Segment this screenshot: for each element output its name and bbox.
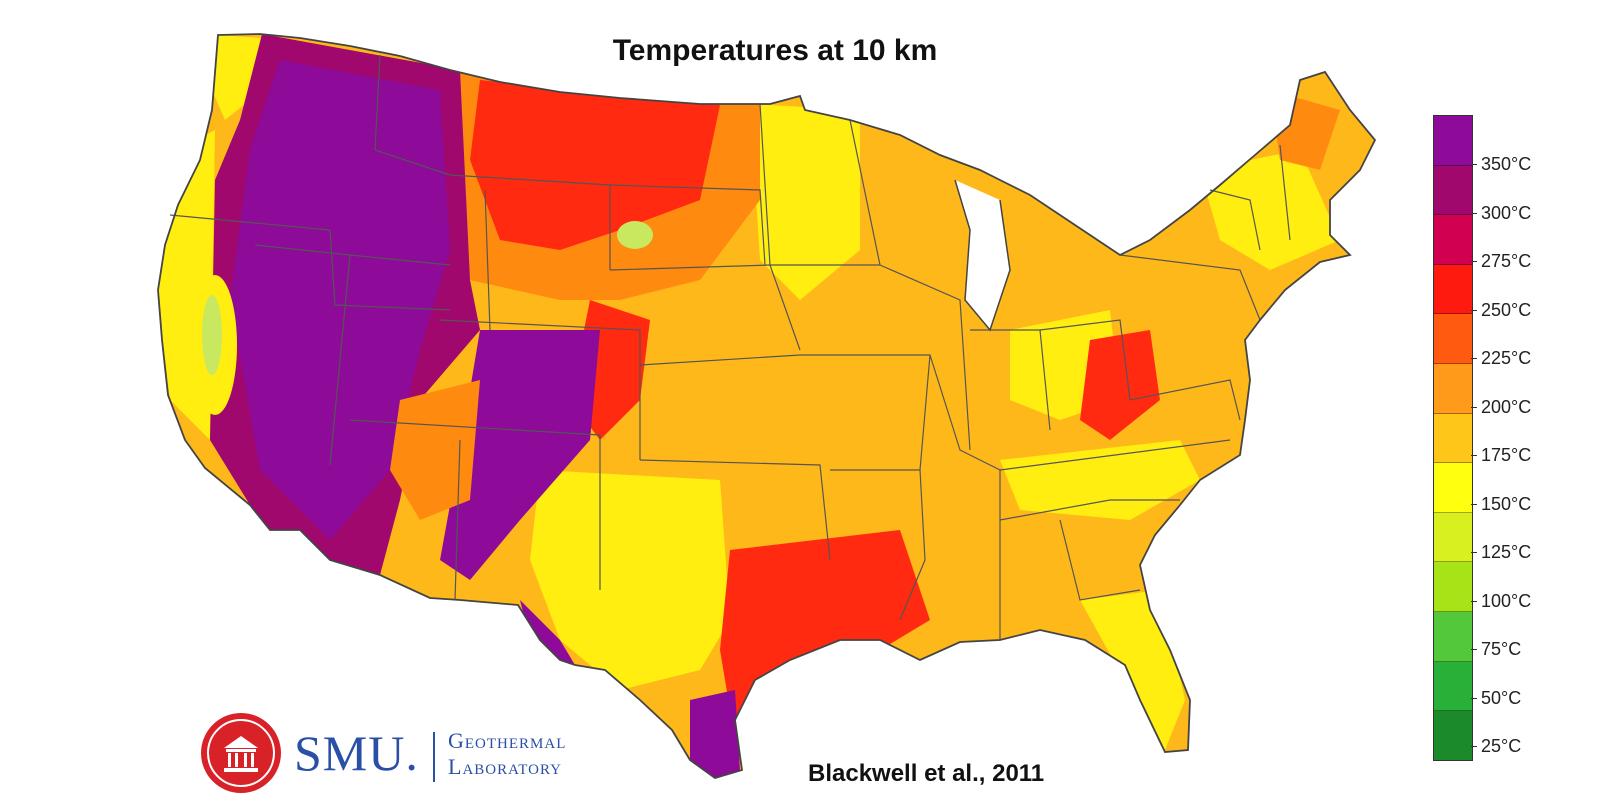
heat-zone-minnesota-yellow (750, 104, 860, 300)
legend-label-300: 300°C (1481, 203, 1532, 223)
heat-zone-florida-yellow (1080, 590, 1185, 750)
legend-swatch-150 (1434, 463, 1472, 513)
legend-label-150: 150°C (1481, 494, 1532, 514)
heat-zone-south-texas-purple (690, 690, 740, 778)
smu-seal-icon (201, 713, 281, 793)
legend-tick (1471, 552, 1477, 553)
heat-zone-black-hills-green (617, 221, 653, 249)
legend-label-50: 50°C (1481, 688, 1522, 708)
heat-zone-central-valley-green (202, 295, 222, 375)
legend-swatch-50 (1434, 661, 1472, 712)
legend-tick (1471, 261, 1477, 262)
heat-zone-four-corners-purple (440, 330, 600, 580)
heat-zone-gulf-red (720, 530, 930, 740)
legend-label-125: 125°C (1481, 542, 1532, 562)
heat-zone-utah-orange (390, 380, 480, 520)
heat-zone-great-basin-purple (230, 60, 450, 540)
logo-divider (433, 732, 435, 782)
legend-swatch-200 (1434, 364, 1472, 414)
legend-tick (1471, 310, 1477, 311)
legend-swatch-75 (1434, 612, 1472, 662)
legend-label-250: 250°C (1481, 300, 1532, 320)
legend-tick (1471, 213, 1477, 214)
legend-swatch-175 (1434, 413, 1472, 464)
heat-zone-new-england-yellow (1200, 150, 1340, 270)
legend-swatch-25 (1434, 711, 1472, 760)
smu-wordmark: SMU. (294, 725, 419, 781)
legend-tick (1471, 407, 1477, 408)
smu-logo: SMU. Geothermal Laboratory (200, 712, 650, 802)
legend-swatch-275 (1434, 215, 1472, 265)
legend-color-bar (1433, 115, 1473, 761)
heat-zone-montana-red (470, 80, 720, 250)
legend-label-25: 25°C (1481, 736, 1522, 756)
legend-tick (1471, 504, 1477, 505)
legend-label-350: 350°C (1481, 154, 1532, 174)
legend-label-200: 200°C (1481, 397, 1532, 417)
legend-tick (1471, 746, 1477, 747)
legend-swatch-250 (1434, 264, 1472, 315)
legend-swatch-300 (1434, 165, 1472, 216)
heat-zone-big-bend-purple (520, 600, 575, 670)
legend-tick (1471, 601, 1477, 602)
legend-tick (1471, 164, 1477, 165)
lake-michigan (954, 179, 1011, 332)
legend-swatch-225 (1434, 314, 1472, 365)
map-title: Temperatures at 10 km (612, 34, 938, 67)
heat-zone-texas-yellow (530, 470, 730, 690)
legend-tick (1471, 455, 1477, 456)
logo-subtitle-line1: Geothermal (448, 728, 567, 753)
legend-tick (1471, 698, 1477, 699)
legend-label-175: 175°C (1481, 445, 1532, 465)
heat-zone-appalachian-red (1080, 330, 1160, 440)
state-borders (169, 54, 1291, 640)
legend-label-225: 225°C (1481, 348, 1532, 368)
legend-tick (1471, 358, 1477, 359)
legend-swatch-350 (1434, 116, 1472, 166)
legend-swatch-125 (1434, 512, 1472, 563)
legend-tick (1471, 649, 1477, 650)
legend-label-275: 275°C (1481, 251, 1532, 271)
legend-swatch-100 (1434, 562, 1472, 613)
legend-label-100: 100°C (1481, 591, 1532, 611)
logo-subtitle-line2: Laboratory (448, 754, 563, 779)
legend-label-75: 75°C (1481, 639, 1522, 659)
citation: Blackwell et al., 2011 (808, 760, 1045, 787)
